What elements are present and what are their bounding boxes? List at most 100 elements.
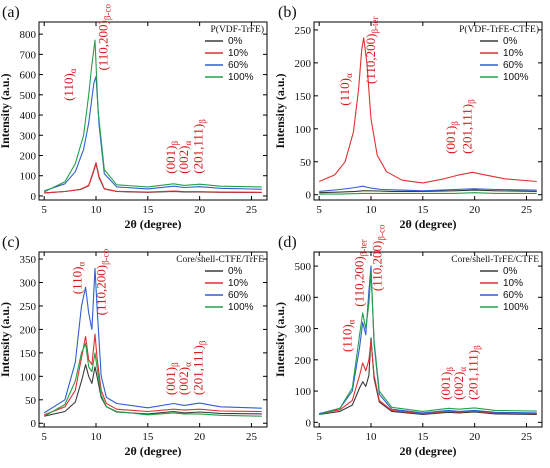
peak-annotation: (201,111)β [191, 340, 208, 395]
x-tick-label: 15 [417, 431, 429, 443]
y-tick-label: 100 [295, 124, 312, 136]
legend-entry: 60% [228, 60, 248, 71]
series-line-100pct [319, 192, 537, 195]
x-axis-label: 2θ (degree) [399, 217, 456, 231]
y-tick-label: 250 [20, 301, 37, 313]
peak-annotation: (201,111)β [466, 345, 483, 400]
y-tick-label: 300 [20, 277, 37, 289]
x-tick-label: 25 [246, 204, 258, 216]
y-tick-label: 0 [31, 418, 37, 430]
series-line-100pct [43, 39, 262, 193]
peak-annotation: (001)β [163, 141, 180, 174]
panel-label: (a) [2, 4, 20, 21]
y-tick-label: 100 [295, 386, 312, 398]
y-axis-label: Intensity (a.u.) [0, 302, 12, 377]
y-tick-label: 600 [20, 70, 37, 82]
plot-frame [38, 251, 268, 428]
peak-annotation: (110,200)β-co [95, 4, 112, 71]
legend-entry: 0% [228, 266, 243, 277]
y-tick-label: 200 [20, 324, 37, 336]
peak-annotation: (001)β [443, 121, 460, 154]
legend-entry: 60% [503, 290, 523, 301]
y-tick-label: 100 [20, 171, 37, 183]
y-tick-label: 500 [295, 261, 312, 273]
peak-annotation: (110)α [339, 319, 356, 352]
plot-frame [313, 251, 543, 428]
x-tick-label: 25 [246, 431, 258, 443]
legend-entry: 0% [503, 36, 518, 47]
legend-entry: 10% [503, 48, 523, 59]
legend-entry: 10% [503, 278, 523, 289]
x-tick-label: 20 [194, 431, 206, 443]
series-line-100pct [319, 271, 537, 416]
x-tick-label: 20 [194, 204, 206, 216]
x-tick-label: 15 [142, 204, 154, 216]
y-tick-label: 200 [295, 355, 312, 367]
y-tick-label: 500 [20, 90, 37, 102]
legend-entry: 60% [503, 60, 523, 71]
legend-entry: 10% [228, 48, 248, 59]
peak-annotation: (201,111)β [191, 119, 208, 174]
legend-title: Core/shell-CTFE/TrFE [176, 255, 264, 265]
legend-entry: 100% [228, 72, 254, 83]
peak-annotation: (110,200)β-ter [352, 239, 369, 307]
legend-entry: 60% [228, 290, 248, 301]
peak-annotation: (110)α [337, 73, 354, 106]
y-tick-label: 50 [25, 395, 37, 407]
x-tick-label: 5 [316, 431, 322, 443]
legend-title: P(VDF-TrFE) [211, 24, 265, 35]
peak-annotation: (110,200)β-co [93, 248, 110, 315]
series-line-10pct [44, 333, 262, 416]
y-tick-label: 200 [295, 58, 312, 70]
x-tick-label: 5 [41, 204, 47, 216]
legend-entry: 100% [228, 302, 254, 313]
series-line-0pct [44, 364, 262, 417]
series-line-60pct [319, 185, 537, 192]
x-tick-label: 10 [366, 431, 378, 443]
x-tick-label: 20 [469, 431, 481, 443]
y-tick-label: 150 [20, 348, 37, 360]
x-tick-label: 5 [41, 431, 47, 443]
y-tick-label: 100 [20, 371, 37, 383]
series-line-0pct [319, 189, 537, 194]
legend-entry: 0% [228, 36, 243, 47]
peak-annotation: (001)β [438, 367, 455, 400]
panel-label: (c) [2, 234, 20, 251]
peak-annotation: (002)α [451, 367, 468, 400]
peak-annotation: (110)α [61, 68, 78, 101]
peak-annotation: (002)α [176, 362, 193, 395]
x-tick-label: 25 [521, 204, 533, 216]
series-line-10pct [318, 37, 537, 184]
legend-entry: 100% [503, 302, 529, 313]
peak-annotation: (201,111)β [460, 99, 477, 154]
y-tick-label: 700 [20, 49, 37, 61]
y-tick-label: 800 [20, 29, 37, 41]
x-tick-label: 15 [142, 431, 154, 443]
y-tick-label: 50 [300, 157, 312, 169]
peak-annotation: (110,200)β-co [369, 224, 386, 291]
y-tick-label: 0 [306, 417, 312, 429]
y-tick-label: 0 [31, 191, 37, 203]
panel-label: (b) [278, 4, 297, 21]
x-tick-label: 15 [417, 204, 429, 216]
panel-label: (d) [278, 234, 297, 251]
chart-panel-1: (a) 5 10 15 20 25 0 100 200 300 400 500 600 700 800 2θ … [0, 4, 268, 231]
y-tick-label: 400 [295, 292, 312, 304]
y-axis-label: Intensity (a.u.) [273, 302, 287, 377]
x-tick-label: 10 [366, 204, 378, 216]
x-axis-label: 2θ (degree) [124, 444, 181, 458]
plot-frame [38, 21, 268, 201]
series-line-100pct [43, 342, 262, 417]
x-tick-label: 10 [91, 204, 103, 216]
y-tick-label: 400 [20, 110, 37, 122]
series-line-10pct [44, 162, 262, 194]
peak-annotation: (110,200)β-ter [363, 16, 380, 84]
y-tick-label: 300 [295, 324, 312, 336]
series-line-60pct [43, 267, 262, 414]
y-tick-label: 300 [20, 130, 37, 142]
legend-entry: 0% [503, 266, 518, 277]
y-tick-label: 250 [295, 25, 312, 37]
y-axis-label: Intensity (a.u.) [273, 73, 287, 148]
